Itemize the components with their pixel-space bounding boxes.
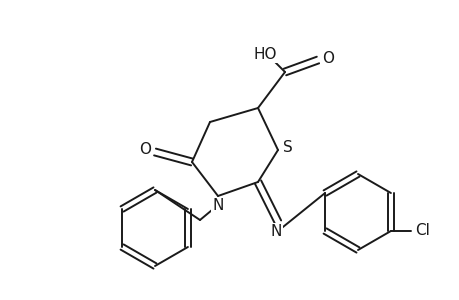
Text: N: N (270, 224, 281, 239)
Text: N: N (212, 199, 223, 214)
Text: O: O (139, 142, 151, 158)
Text: HO: HO (253, 46, 276, 62)
Text: Cl: Cl (414, 224, 430, 238)
Text: O: O (321, 50, 333, 65)
Text: S: S (282, 140, 292, 155)
